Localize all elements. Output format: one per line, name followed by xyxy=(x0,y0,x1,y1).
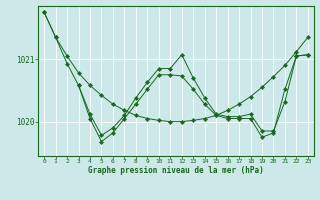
X-axis label: Graphe pression niveau de la mer (hPa): Graphe pression niveau de la mer (hPa) xyxy=(88,166,264,175)
